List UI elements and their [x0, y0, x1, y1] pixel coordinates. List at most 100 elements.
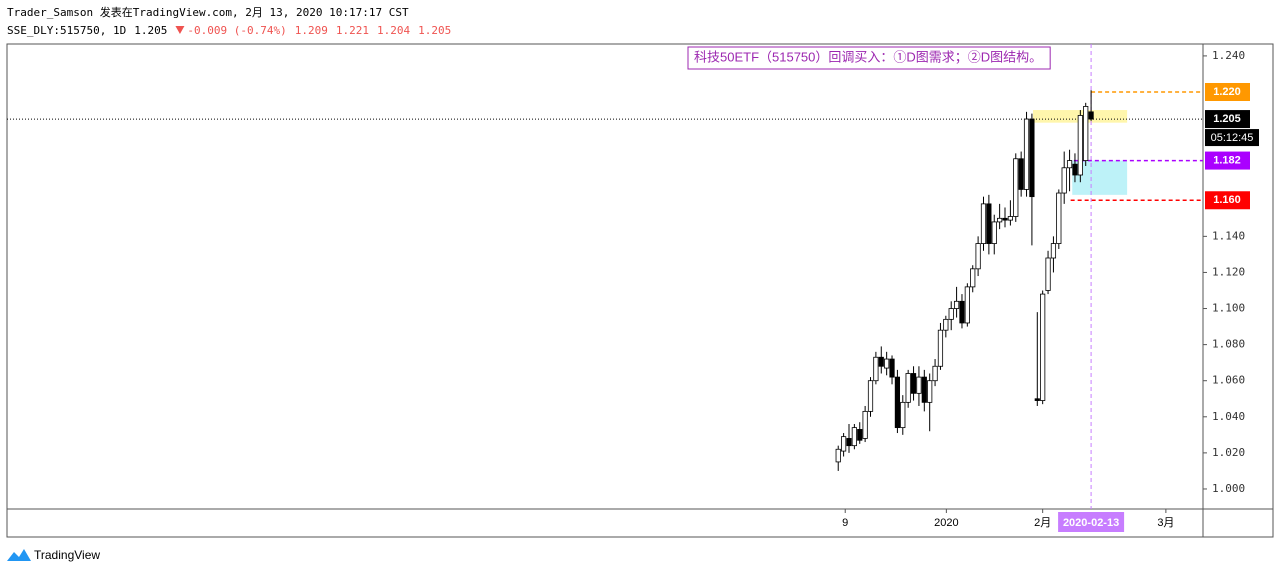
candle: [1023, 111, 1030, 197]
candle: [1002, 207, 1008, 228]
candle-body: [980, 203, 987, 244]
candle: [1072, 153, 1078, 183]
candle: [1061, 151, 1067, 204]
candle-body: [905, 373, 911, 403]
candle-body: [948, 308, 954, 320]
candle-body: [970, 268, 976, 288]
candle-body: [878, 356, 884, 367]
candle-body: [910, 373, 917, 394]
candle: [1007, 200, 1013, 226]
candle: [921, 369, 927, 412]
candle: [846, 424, 852, 453]
candle-body: [1034, 398, 1040, 401]
countdown-box: [1205, 129, 1259, 147]
level-label: 1.160: [1213, 194, 1241, 206]
candle: [884, 351, 890, 376]
candle: [964, 283, 970, 327]
candle-body: [959, 300, 965, 324]
candle: [841, 433, 847, 457]
annotation-box: [687, 46, 1051, 70]
candle: [878, 346, 884, 374]
candle: [1083, 102, 1089, 166]
candle: [997, 203, 1003, 230]
candle: [937, 322, 944, 370]
candle-body: [916, 376, 922, 394]
candle: [873, 351, 879, 385]
candle-body: [986, 203, 992, 244]
header-value: 1.221: [336, 24, 369, 37]
x-tick-label: 9: [842, 517, 848, 529]
annotation: 科技50ETF（515750）回调买入：①D图需求；②D图结构。: [694, 49, 1042, 65]
candle-body: [1050, 243, 1057, 259]
candle-body: [862, 410, 868, 439]
crosshair-box: [1058, 512, 1125, 532]
candle: [1040, 290, 1046, 405]
candle: [1056, 189, 1062, 249]
candle-body: [873, 356, 879, 382]
candle-body: [927, 380, 933, 403]
candle-body: [851, 427, 857, 447]
candle: [910, 366, 917, 401]
candle-body: [991, 221, 997, 244]
candle-body: [1072, 163, 1078, 176]
candle: [1029, 113, 1035, 246]
candle-body: [997, 217, 1003, 223]
x-tick-label: 2月: [1034, 517, 1051, 529]
level-label: 1.220: [1213, 86, 1241, 98]
candle-body: [1066, 160, 1073, 169]
candle-body: [841, 436, 847, 452]
candle-body: [1013, 158, 1019, 217]
candle-body: [1088, 111, 1094, 120]
candle: [835, 445, 841, 471]
candle-body: [943, 318, 949, 331]
candle-body: [1045, 257, 1051, 291]
header-value: 1.209: [295, 24, 328, 37]
candle-body: [1061, 167, 1067, 194]
down-arrow: [175, 26, 185, 34]
x-tick-label: 3月: [1157, 517, 1174, 529]
candle-body: [846, 438, 852, 447]
candle-body: [1056, 192, 1062, 244]
candle: [1077, 110, 1083, 183]
level-box: [1205, 82, 1250, 101]
candle: [932, 359, 938, 387]
candle: [851, 424, 857, 450]
candle: [867, 377, 874, 417]
candle-body: [900, 401, 906, 429]
countdown: 05:12:45: [1211, 132, 1254, 144]
candle: [980, 196, 987, 251]
header-value: 1.205: [418, 24, 451, 37]
candle-body: [889, 358, 895, 378]
frame: [6, 43, 1274, 538]
candle: [916, 366, 922, 406]
candle: [948, 301, 954, 331]
candle: [857, 422, 863, 444]
candle: [991, 214, 997, 255]
candle: [959, 294, 965, 329]
candle-body: [884, 358, 890, 369]
candle-body: [1077, 115, 1083, 176]
candle: [1013, 153, 1019, 222]
candle: [894, 369, 901, 434]
candle-body: [867, 380, 874, 412]
level-box: [1205, 151, 1250, 170]
candle-body: [1040, 293, 1046, 401]
logo-icon: [7, 549, 31, 561]
candle-body: [1018, 158, 1024, 190]
y-tick-label: 1.100: [1212, 302, 1245, 315]
candle-body: [932, 365, 938, 382]
candle: [943, 315, 949, 338]
candle: [900, 395, 906, 435]
candle: [1088, 90, 1094, 121]
candle-body: [953, 300, 960, 309]
header-value: 1.204: [377, 24, 410, 37]
header-value: -0.009 (-0.74%): [187, 24, 286, 37]
candle: [970, 265, 976, 293]
y-tick-label: 1.080: [1212, 338, 1245, 351]
level-box: [1205, 110, 1250, 129]
candle: [889, 355, 895, 385]
candle-body: [1029, 118, 1035, 198]
candle: [1066, 149, 1073, 192]
